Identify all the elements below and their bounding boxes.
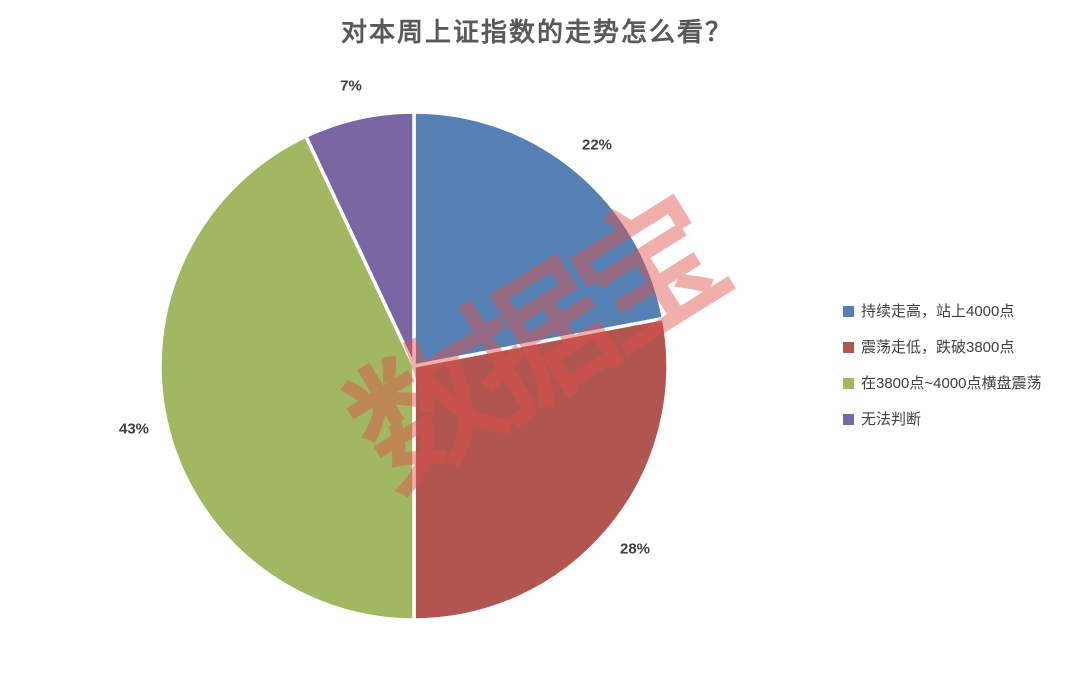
legend-item-label: 持续走高，站上4000点 [861, 303, 1015, 320]
legend-swatch-icon [843, 378, 854, 389]
legend-swatch-icon [843, 342, 854, 353]
legend: 持续走高，站上4000点 震荡走低，跌破3800点在3800点~4000点横盘震荡… [843, 302, 1042, 446]
data-label-3: 7% [340, 77, 362, 95]
pie-slice-2 [158, 134, 416, 622]
legend-item-3: 无法判断 [843, 410, 1042, 429]
pie-slice-3 [304, 110, 416, 368]
legend-swatch-icon [843, 414, 854, 425]
data-label-2: 43% [118, 420, 150, 438]
legend-item-2: 在3800点~4000点横盘震荡 [843, 374, 1042, 393]
pie-slice-1 [412, 316, 670, 622]
legend-item-0: 持续走高，站上4000点 [843, 302, 1042, 321]
legend-item-1: 震荡走低，跌破3800点 [843, 338, 1042, 357]
data-label-1: 28% [619, 540, 651, 558]
chart-title: 对本周上证指数的走势怎么看？ [340, 17, 733, 47]
data-label-0: 22% [581, 136, 613, 154]
pie-slice-0 [412, 110, 666, 368]
legend-item-label: 震荡走低，跌破3800点 [861, 339, 1015, 356]
legend-item-label: 无法判断 [861, 411, 922, 428]
legend-item-label: 在3800点~4000点横盘震荡 [861, 375, 1042, 392]
legend-swatch-icon [843, 306, 854, 317]
